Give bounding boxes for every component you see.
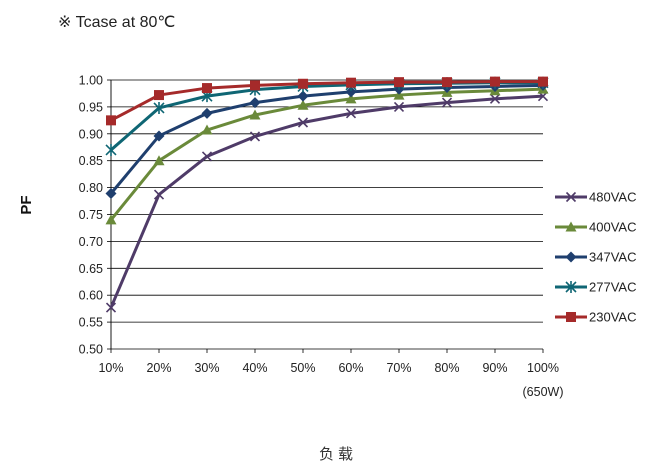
data-point	[394, 77, 404, 88]
y-tick-label: 1.00	[79, 74, 103, 88]
data-point	[201, 124, 213, 135]
legend: 480VAC 400VAC 347VAC 277VAC 230VAC	[555, 190, 636, 325]
legend-item: 230VAC	[555, 310, 636, 325]
series-230VAC	[106, 76, 548, 126]
y-tick-label: 0.95	[79, 100, 103, 114]
y-tick-label: 0.55	[79, 316, 103, 330]
x-tick-label: 80%	[434, 361, 459, 375]
data-point	[249, 131, 261, 142]
data-point	[105, 143, 117, 156]
x-tick-label: 90%	[482, 361, 507, 375]
x-tick-label: 50%	[290, 361, 315, 375]
gridlines	[111, 79, 543, 350]
legend-label: 277VAC	[589, 280, 636, 295]
data-point	[105, 214, 117, 225]
y-tick-label: 0.65	[79, 262, 103, 276]
x-tick-label: 70%	[386, 361, 411, 375]
tcase-note: ※ Tcase at 80℃	[58, 14, 175, 31]
legend-item: 277VAC	[555, 280, 636, 295]
series-lines	[105, 76, 549, 313]
data-point	[489, 93, 501, 104]
data-point	[153, 189, 165, 200]
y-tick-label: 0.75	[79, 208, 103, 222]
x-tick-label: 20%	[146, 361, 171, 375]
data-point	[201, 107, 213, 119]
y-tick-label: 0.80	[79, 181, 103, 195]
y-tick-label: 0.50	[79, 343, 103, 357]
axes: 0.50 0.55 0.60 0.65 0.70 0.75 0.80 0.85 0.90 0.95…	[79, 74, 564, 400]
data-point	[106, 115, 116, 126]
y-tick-label: 0.60	[79, 289, 103, 303]
y-tick-label: 0.70	[79, 235, 103, 249]
y-tick-label: 0.90	[79, 127, 103, 141]
data-point	[249, 97, 261, 109]
data-point	[250, 80, 260, 91]
data-point	[393, 101, 405, 112]
series-line	[109, 94, 544, 309]
x-tick-label: 100%	[527, 361, 559, 375]
series-line	[109, 83, 544, 195]
data-point	[249, 109, 261, 120]
data-point	[201, 151, 213, 162]
data-point	[490, 76, 500, 87]
x-tick-subnote: (650W)	[523, 385, 564, 399]
data-point	[153, 101, 165, 114]
x-tick-label: 10%	[98, 361, 123, 375]
data-point	[105, 188, 117, 200]
legend-marker	[565, 221, 577, 232]
data-point	[346, 77, 356, 88]
legend-marker	[565, 191, 577, 203]
data-point	[345, 93, 357, 104]
x-tick-label: 60%	[338, 361, 363, 375]
data-point	[345, 86, 357, 98]
legend-marker	[565, 251, 577, 263]
data-point	[297, 99, 309, 110]
data-point	[345, 108, 357, 119]
x-tick-label: 40%	[242, 361, 267, 375]
data-point	[297, 90, 309, 102]
data-point	[202, 83, 212, 94]
legend-item: 400VAC	[555, 220, 636, 235]
legend-label: 400VAC	[589, 220, 636, 235]
series-line	[109, 87, 544, 221]
data-point	[297, 117, 309, 128]
data-point	[153, 155, 165, 166]
y-axis-label: PF	[18, 195, 35, 214]
data-point	[153, 130, 165, 142]
legend-marker	[565, 281, 577, 293]
legend-marker	[566, 312, 576, 322]
data-point	[441, 97, 453, 108]
y-tick-label: 0.85	[79, 154, 103, 168]
x-axis-label: 负载	[319, 445, 357, 463]
legend-item: 480VAC	[555, 190, 636, 205]
series-480VAC	[105, 91, 549, 313]
data-point	[538, 76, 548, 87]
legend-label: 230VAC	[589, 310, 636, 325]
data-point	[298, 78, 308, 89]
series-277VAC	[105, 76, 549, 156]
legend-label: 347VAC	[589, 250, 636, 265]
data-point	[442, 77, 452, 88]
legend-label: 480VAC	[589, 190, 636, 205]
data-point	[105, 302, 117, 313]
series-line	[110, 80, 543, 122]
legend-item: 347VAC	[555, 250, 636, 265]
x-tick-label: 30%	[194, 361, 219, 375]
data-point	[154, 90, 164, 101]
series-347VAC	[105, 79, 549, 200]
